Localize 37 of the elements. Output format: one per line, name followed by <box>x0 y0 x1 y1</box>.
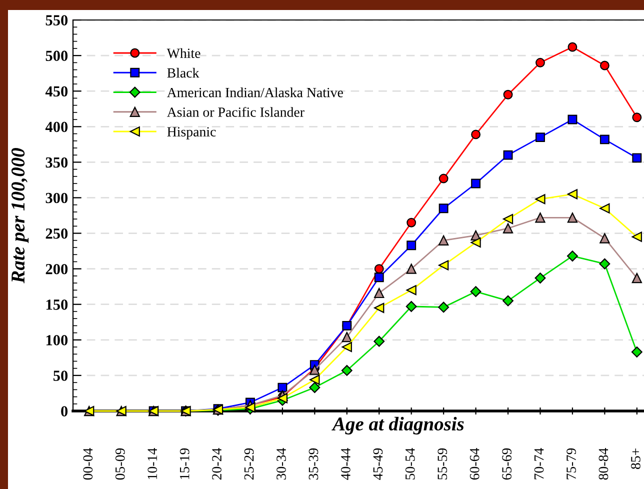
x-tick-label: 45-49 <box>373 448 383 480</box>
x-tick-label: 15-19 <box>180 448 190 479</box>
x-tick-label: 70-74 <box>534 448 544 480</box>
legend-label: Asian or Pacific Islander <box>166 106 304 117</box>
x-tick-label: 10-14 <box>148 448 158 479</box>
x-tick-label: 80-84 <box>598 448 608 480</box>
y-tick-label: 500 <box>46 50 68 61</box>
y-tick-label: 400 <box>45 122 68 132</box>
legend-label: American Indian/Alaska Native <box>166 87 343 98</box>
x-tick-label: 35-39 <box>308 448 318 480</box>
x-axis-title: Age at diagnosis <box>332 416 464 434</box>
x-tick-label: 85+ <box>631 448 640 469</box>
x-tick-label: 55-59 <box>438 448 448 480</box>
legend-label: White <box>166 48 200 58</box>
y-tick-label: 200 <box>46 264 68 274</box>
legend-label: Hispanic <box>167 127 216 140</box>
x-tick-label: 65-69 <box>502 448 512 480</box>
legend-label: Black <box>167 68 200 78</box>
y-tick-label: 300 <box>46 192 68 204</box>
x-tick-label: 40-44 <box>341 448 350 480</box>
x-tick-label: 05-09 <box>115 448 125 480</box>
y-tick-label: 0 <box>61 406 68 416</box>
y-tick-label: 150 <box>46 300 68 310</box>
y-tick-label: 350 <box>46 157 68 168</box>
y-tick-label: 550 <box>46 15 68 26</box>
y-tick-label: 250 <box>46 228 68 239</box>
x-tick-label: 20-24 <box>212 448 222 480</box>
x-tick-label: 60-64 <box>470 448 480 480</box>
y-tick-label: 50 <box>53 370 68 381</box>
y-tick-label: 450 <box>45 86 68 97</box>
x-tick-label: 30-34 <box>276 448 286 480</box>
y-axis-title: Rate per 100,000 <box>11 148 29 284</box>
x-tick-label: 75-79 <box>566 448 576 480</box>
x-tick-label: 25-29 <box>244 448 254 480</box>
y-tick-label: 100 <box>46 335 68 346</box>
x-tick-label: 00-04 <box>83 448 93 480</box>
x-tick-label: 50-54 <box>405 448 415 480</box>
